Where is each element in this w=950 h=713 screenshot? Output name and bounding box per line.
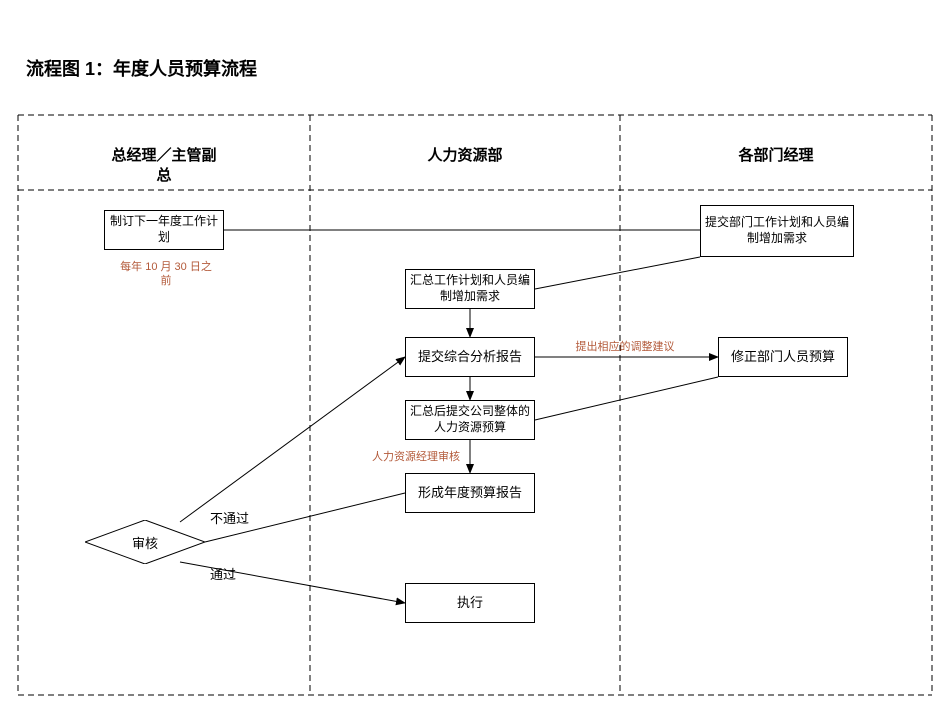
node-n4: 提交综合分析报告	[405, 337, 535, 377]
node-n7: 形成年度预算报告	[405, 473, 535, 513]
edge-label-el2: 通过	[210, 564, 236, 583]
annotation-a3: 人力资源经理审核	[356, 450, 476, 464]
node-n8: 执行	[405, 583, 535, 623]
edge-e2	[535, 257, 700, 289]
annotation-a2: 提出相应的调整建议	[555, 340, 695, 354]
swimlane-header-sub-col-gm: 总	[64, 164, 264, 185]
swimlane-header-col-hr: 人力资源部	[365, 144, 565, 165]
node-n1: 制订下一年度工作计划	[104, 210, 224, 250]
edge-label-el1: 不通过	[210, 508, 249, 527]
edge-e9	[180, 357, 405, 522]
swimlane-header-col-dept: 各部门经理	[676, 144, 876, 165]
annotation-a1: 每年 10 月 30 日之前	[116, 260, 216, 289]
edge-e5	[535, 377, 718, 420]
node-d1: 审核	[85, 520, 205, 564]
node-n3: 汇总工作计划和人员编制增加需求	[405, 269, 535, 309]
diagram-title: 流程图 1：年度人员预算流程	[26, 55, 257, 81]
node-n5: 修正部门人员预算	[718, 337, 848, 377]
node-n2: 提交部门工作计划和人员编制增加需求	[700, 205, 854, 257]
swimlane-header-col-gm: 总经理／主管副	[64, 144, 264, 165]
node-n6: 汇总后提交公司整体的人力资源预算	[405, 400, 535, 440]
